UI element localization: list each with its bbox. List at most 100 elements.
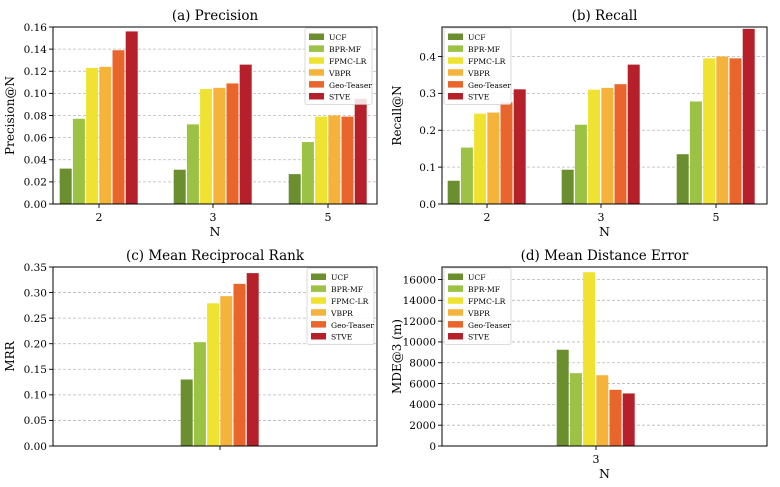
legend-label: Geo-Teaser	[329, 81, 372, 90]
bar-geo-teaser	[341, 116, 354, 204]
y-tick-label: 0.4	[419, 51, 436, 63]
y-tick-label: 0.08	[24, 110, 47, 122]
bar-stve	[513, 89, 526, 204]
x-axis-label: N	[599, 224, 610, 239]
legend: UCF BPR-MF FPMC-LR VBPR Geo-Teaser STVE	[306, 267, 375, 345]
bar-ucf	[561, 169, 574, 204]
legend-label: VBPR	[330, 309, 353, 318]
legend-label: Geo-Teaser	[331, 321, 374, 330]
y-tick-label: 12000	[403, 316, 436, 328]
y-tick-label: 0.16	[24, 22, 48, 34]
legend: UCF BPR-MF FPMC-LR VBPR Geo-Teaser STVE	[304, 27, 373, 105]
bar-vbpr	[601, 87, 614, 204]
y-tick-label: 0.14	[24, 44, 48, 56]
chart-panel-1: 0.0 0.1 0.2 0.3 0.4 2 3 5 (b) Recall N Recall@N UCF…	[390, 8, 768, 239]
legend-label: Geo-Teaser	[468, 321, 511, 330]
legend-swatch	[448, 69, 463, 76]
bar-vbpr	[716, 56, 729, 204]
legend-swatch	[448, 321, 463, 328]
y-axis-label: Precision@N	[3, 76, 17, 155]
legend-swatch	[448, 81, 463, 88]
legend-swatch	[309, 81, 324, 88]
legend-label: FPMC-LR	[468, 297, 506, 306]
legend-swatch	[448, 309, 463, 316]
legend-label: STVE	[329, 93, 350, 102]
chart-title: (a) Precision	[172, 8, 259, 24]
bar-vbpr	[487, 112, 500, 204]
legend-swatch	[448, 93, 463, 100]
bar-stve	[354, 98, 367, 204]
legend-label: FPMC-LR	[331, 297, 369, 306]
bar-fpmc-lr	[86, 67, 99, 205]
y-tick-label: 10000	[403, 337, 436, 349]
y-tick-label: 0.2	[419, 125, 436, 137]
bar-geo-teaser	[226, 83, 239, 204]
legend-label: STVE	[331, 333, 352, 342]
y-tick-label: 0.02	[24, 177, 47, 189]
legend-swatch	[309, 33, 324, 40]
y-tick-label: 0.35	[24, 262, 47, 274]
legend-label: UCF	[468, 273, 485, 282]
legend-label: BPR-MF	[329, 45, 361, 54]
bar-ucf	[556, 349, 569, 446]
y-axis-label: MDE@3 (m)	[390, 319, 404, 394]
legend-swatch	[311, 297, 326, 304]
bar-bpr-mf	[569, 373, 582, 446]
y-tick-label: 8000	[409, 358, 436, 370]
y-tick-label: 0.25	[24, 313, 47, 325]
bar-vbpr	[220, 296, 233, 446]
legend-label: STVE	[468, 93, 489, 102]
y-tick-label: 0.10	[24, 390, 47, 402]
legend-swatch	[311, 273, 326, 280]
legend-label: VBPR	[467, 69, 490, 78]
legend-swatch	[448, 273, 463, 280]
bar-fpmc-lr	[200, 88, 213, 204]
bar-fpmc-lr	[703, 58, 716, 204]
y-tick-label: 0.05	[24, 415, 47, 427]
chart-panel-0: 0.00 0.02 0.04 0.06 0.08 0.10 0.12 0.14 0.16 2 3 5 (…	[3, 8, 378, 239]
chart-title: (b) Recall	[572, 8, 638, 24]
y-tick-label: 4000	[409, 399, 436, 411]
bar-fpmc-lr	[207, 303, 220, 446]
bar-ucf	[288, 174, 301, 204]
legend: UCF BPR-MF FPMC-LR VBPR Geo-Teaser STVE	[443, 27, 512, 105]
y-tick-label: 0.12	[24, 66, 47, 78]
x-tick-label: 2	[96, 211, 103, 224]
bar-stve	[742, 28, 755, 204]
y-axis-label: MRR	[3, 340, 17, 371]
bar-fpmc-lr	[583, 272, 596, 446]
chart-title: (c) Mean Reciprocal Rank	[126, 248, 305, 264]
y-tick-label: 0.20	[24, 339, 47, 351]
legend-swatch	[448, 33, 463, 40]
legend-label: BPR-MF	[468, 285, 500, 294]
y-axis-label: Recall@N	[390, 85, 404, 145]
bar-vbpr	[328, 115, 341, 204]
legend-swatch	[309, 57, 324, 64]
y-tick-label: 2000	[409, 420, 436, 432]
bar-stve	[627, 64, 640, 204]
bar-stve	[125, 31, 138, 204]
legend-swatch	[311, 285, 326, 292]
bar-geo-teaser	[233, 283, 246, 446]
x-tick-label: 3	[598, 211, 605, 224]
bar-stve	[246, 273, 259, 446]
bar-stve	[622, 393, 635, 446]
x-tick-label: 5	[713, 211, 720, 224]
y-tick-label: 0.15	[24, 364, 47, 376]
chart-panel-2: 0.00 0.05 0.10 0.15 0.20 0.25 0.30 0.35 (c) Mean…	[3, 248, 378, 453]
legend-swatch	[309, 93, 324, 100]
plot-frame	[441, 266, 768, 447]
legend-label: STVE	[468, 333, 489, 342]
bar-bpr-mf	[301, 142, 314, 204]
bar-bpr-mf	[186, 124, 199, 204]
bar-bpr-mf	[574, 124, 587, 204]
legend-swatch	[448, 333, 463, 340]
legend-swatch	[448, 57, 463, 64]
y-tick-label: 0	[429, 441, 436, 453]
legend-label: UCF	[329, 33, 346, 42]
bar-geo-teaser	[609, 389, 622, 446]
bar-bpr-mf	[72, 118, 85, 204]
y-tick-label: 0.10	[24, 88, 47, 100]
x-axis-label: N	[210, 224, 221, 239]
